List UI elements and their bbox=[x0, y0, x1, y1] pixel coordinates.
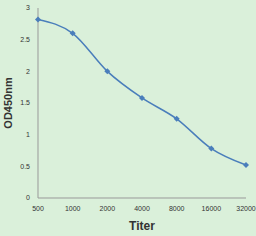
svg-text:1: 1 bbox=[26, 131, 30, 138]
svg-text:3: 3 bbox=[26, 4, 30, 11]
svg-text:Titer: Titer bbox=[129, 219, 155, 233]
svg-text:16000: 16000 bbox=[202, 205, 222, 212]
svg-text:0: 0 bbox=[26, 194, 30, 201]
svg-text:2000: 2000 bbox=[100, 205, 116, 212]
svg-text:2.5: 2.5 bbox=[20, 36, 30, 43]
svg-text:1.5: 1.5 bbox=[20, 99, 30, 106]
svg-text:4000: 4000 bbox=[134, 205, 150, 212]
svg-text:OD450nm: OD450nm bbox=[8, 77, 14, 129]
svg-text:500: 500 bbox=[32, 205, 44, 212]
svg-text:1000: 1000 bbox=[65, 205, 81, 212]
svg-text:32000: 32000 bbox=[236, 205, 248, 212]
svg-text:2: 2 bbox=[26, 68, 30, 75]
svg-text:0.5: 0.5 bbox=[20, 163, 30, 170]
svg-text:8000: 8000 bbox=[169, 205, 185, 212]
